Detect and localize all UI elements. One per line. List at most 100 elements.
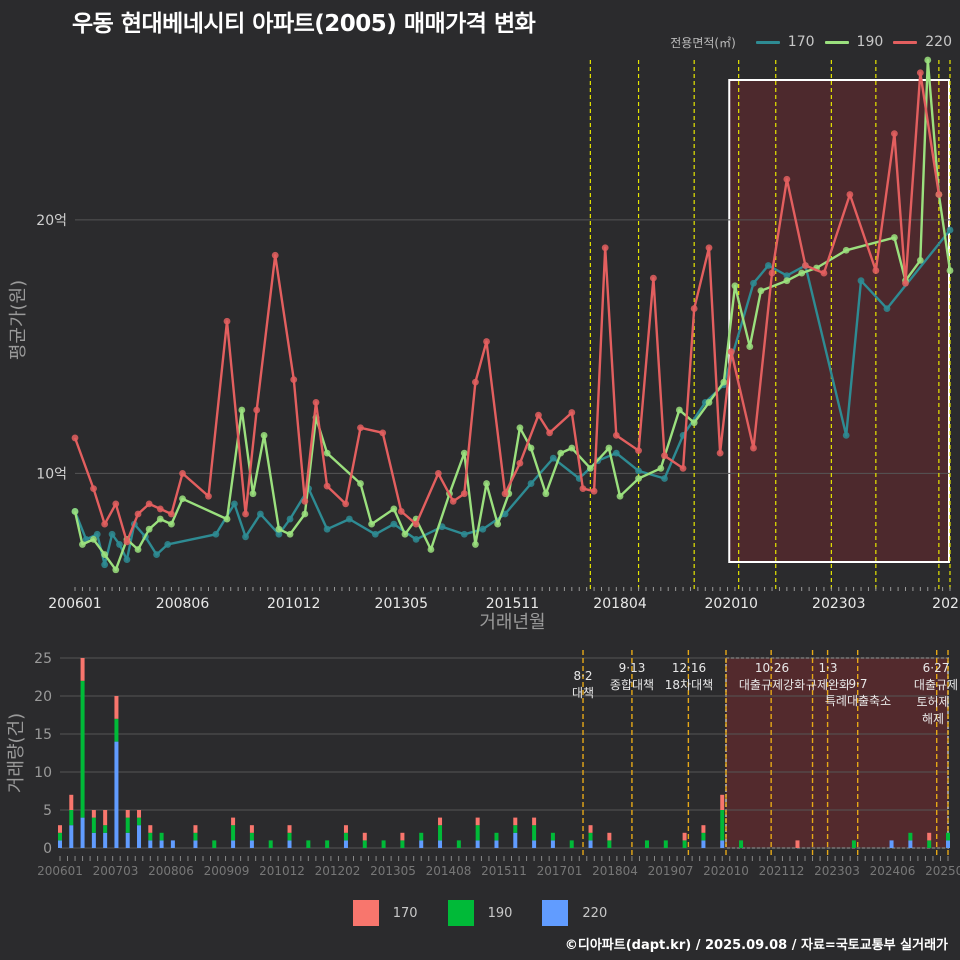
data-point-190 bbox=[746, 343, 754, 351]
policy-annotation: 6·27 bbox=[923, 661, 950, 675]
bar-x-tick-label: 200601 bbox=[37, 864, 83, 878]
data-point-190 bbox=[179, 495, 186, 503]
bar-190 bbox=[114, 718, 119, 742]
bar-170 bbox=[532, 817, 537, 826]
data-point-220 bbox=[935, 191, 943, 198]
x-tick-label: 201804 bbox=[593, 596, 647, 612]
bar-x-tick-label: 202303 bbox=[814, 864, 860, 878]
data-point-190 bbox=[260, 431, 268, 439]
data-point-220 bbox=[579, 485, 587, 493]
bar-190 bbox=[419, 832, 424, 841]
data-point-190 bbox=[223, 515, 231, 523]
data-point-170 bbox=[549, 454, 557, 462]
data-point-190 bbox=[757, 287, 765, 295]
data-point-170 bbox=[946, 226, 954, 234]
data-point-220 bbox=[501, 490, 509, 498]
bar-220 bbox=[231, 840, 236, 848]
policy-annotation: 특례대출축소 bbox=[825, 694, 891, 708]
bar-190 bbox=[103, 825, 108, 833]
bar-190 bbox=[588, 832, 593, 841]
bar-190 bbox=[475, 825, 480, 841]
data-point-190 bbox=[946, 267, 954, 274]
bar-170 bbox=[343, 825, 348, 833]
bar-x-tick-label: 201804 bbox=[592, 864, 638, 878]
data-point-220 bbox=[101, 520, 109, 528]
data-point-170 bbox=[764, 262, 772, 269]
bar-170 bbox=[249, 825, 254, 833]
data-point-190 bbox=[557, 449, 565, 457]
bar-170 bbox=[362, 832, 367, 841]
x-axis-title: 거래년월 bbox=[479, 612, 545, 633]
data-point-220 bbox=[679, 464, 687, 472]
bar-190 bbox=[69, 810, 74, 826]
data-point-190 bbox=[167, 520, 175, 528]
data-point-170 bbox=[153, 551, 160, 558]
data-point-220 bbox=[568, 409, 576, 416]
data-point-190 bbox=[249, 490, 257, 498]
data-point-220 bbox=[716, 449, 724, 457]
bar-x-tick-label: 201305 bbox=[370, 864, 416, 878]
bar-170 bbox=[438, 817, 443, 826]
data-point-220 bbox=[357, 424, 364, 432]
legend-bottom-label-220: 220 bbox=[582, 905, 608, 921]
bar-220 bbox=[91, 832, 96, 848]
data-point-170 bbox=[635, 467, 642, 475]
data-point-220 bbox=[460, 490, 468, 498]
bar-190 bbox=[231, 825, 236, 841]
data-point-170 bbox=[116, 541, 123, 548]
data-point-220 bbox=[134, 510, 142, 518]
bar-220 bbox=[343, 840, 348, 848]
bar-220 bbox=[513, 832, 518, 848]
x-tick-label: 2025 bbox=[932, 596, 960, 612]
bar-190 bbox=[663, 840, 668, 848]
data-point-190 bbox=[657, 464, 665, 472]
bar-170 bbox=[91, 810, 96, 818]
data-point-190 bbox=[690, 419, 698, 427]
bar-190 bbox=[550, 832, 555, 841]
bar-220 bbox=[287, 840, 292, 848]
policy-annotation: 1·3 bbox=[818, 661, 837, 675]
data-point-190 bbox=[390, 505, 398, 513]
bar-190 bbox=[607, 840, 612, 848]
bar-x-tick-label: 202509 bbox=[925, 864, 960, 878]
data-point-220 bbox=[612, 431, 620, 439]
highlight-region-top bbox=[728, 79, 950, 563]
bar-170 bbox=[475, 817, 480, 826]
bar-170 bbox=[795, 840, 800, 848]
data-point-170 bbox=[842, 431, 850, 439]
data-point-220 bbox=[412, 520, 420, 528]
legend-label-220: 220 bbox=[925, 34, 952, 50]
data-point-220 bbox=[472, 378, 479, 386]
y-tick-label: 20억 bbox=[36, 213, 67, 229]
data-point-220 bbox=[312, 399, 320, 406]
data-point-220 bbox=[916, 69, 924, 77]
data-point-220 bbox=[705, 244, 713, 252]
bar-190 bbox=[306, 840, 311, 848]
data-point-220 bbox=[223, 317, 231, 325]
data-point-170 bbox=[323, 525, 331, 533]
bar-220 bbox=[908, 840, 913, 848]
data-point-190 bbox=[427, 546, 435, 553]
data-point-220 bbox=[783, 175, 791, 183]
y-axis-title: 평균가(원) bbox=[8, 280, 29, 360]
data-point-190 bbox=[134, 546, 142, 553]
bar-x-tick-label: 202010 bbox=[703, 864, 749, 878]
data-point-220 bbox=[802, 262, 809, 269]
data-point-190 bbox=[542, 490, 550, 498]
data-point-190 bbox=[90, 535, 97, 543]
bar-220 bbox=[159, 840, 164, 848]
bar-220 bbox=[137, 825, 142, 848]
data-point-220 bbox=[902, 279, 909, 287]
data-point-220 bbox=[690, 305, 698, 312]
data-point-190 bbox=[357, 480, 364, 487]
bar-190 bbox=[908, 832, 913, 841]
data-point-220 bbox=[379, 429, 387, 437]
bar-190 bbox=[137, 817, 142, 826]
data-point-190 bbox=[494, 520, 502, 528]
highlight-region-bottom bbox=[725, 657, 949, 849]
data-point-220 bbox=[342, 500, 350, 508]
bar-190 bbox=[682, 840, 687, 848]
bar-x-tick-label: 201511 bbox=[481, 864, 527, 878]
policy-annotation: 10·26 bbox=[755, 661, 789, 675]
data-point-190 bbox=[156, 515, 164, 523]
